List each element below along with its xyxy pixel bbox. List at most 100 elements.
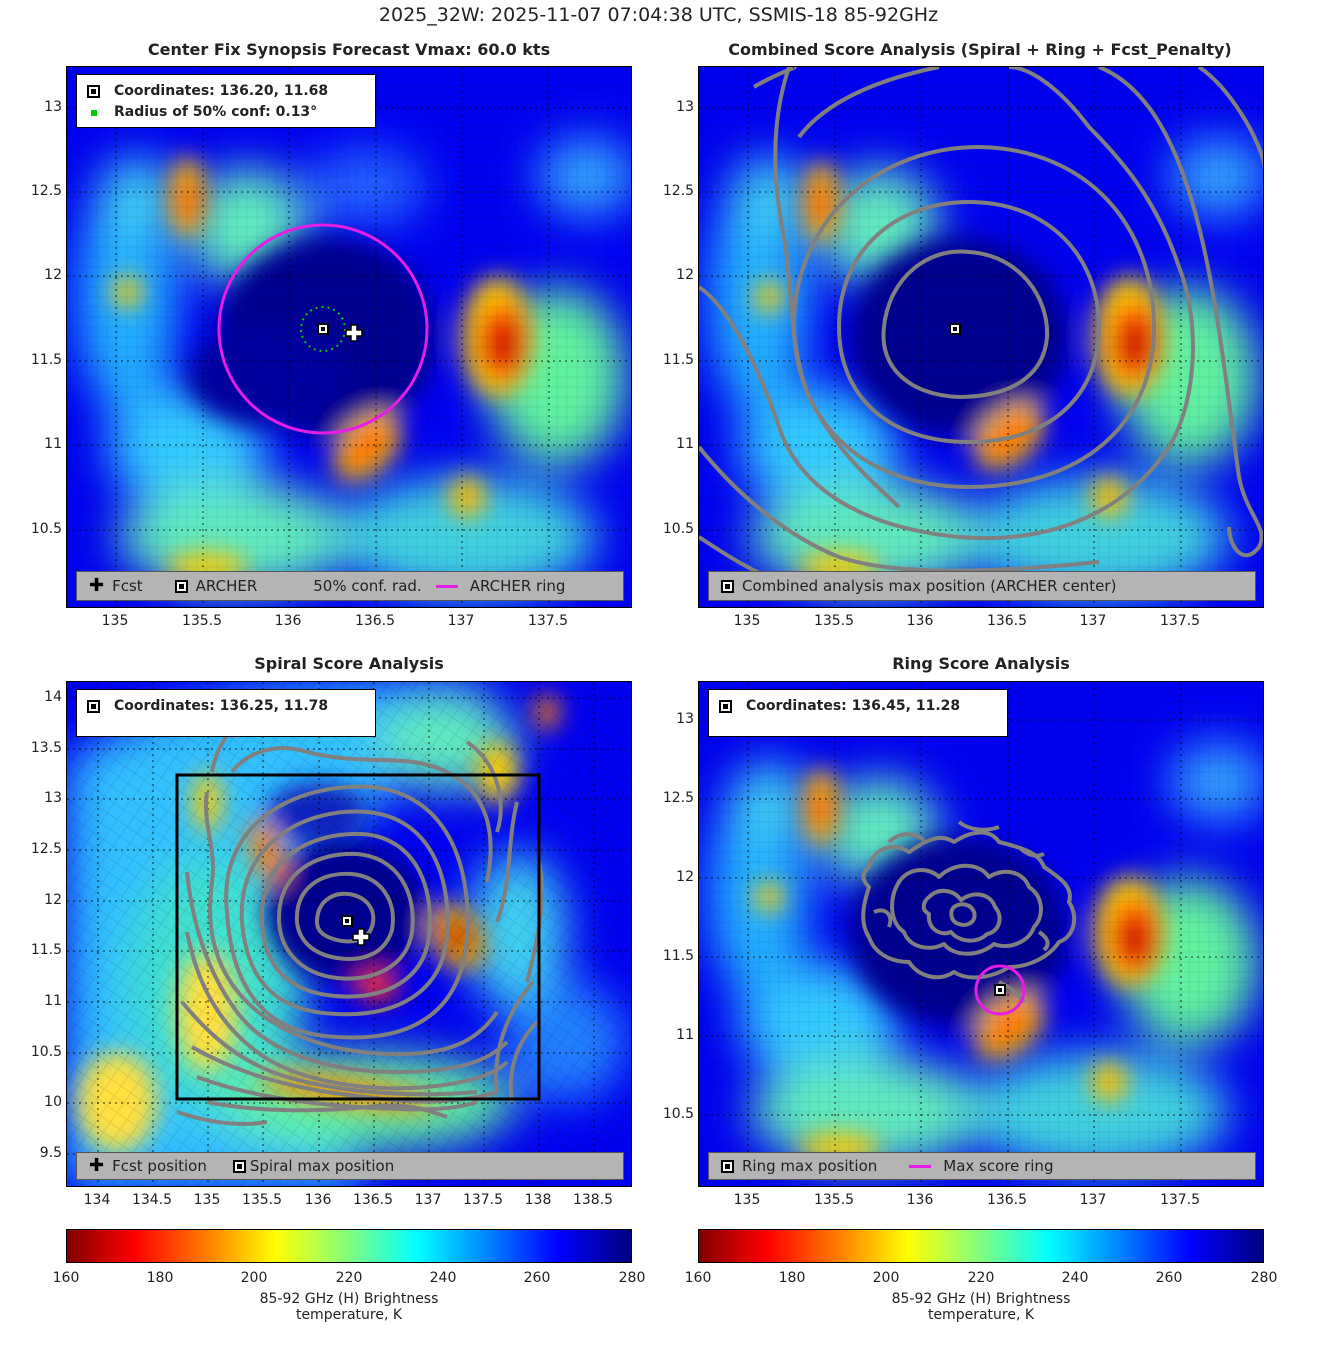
cb-left-tick-240: 240: [429, 1270, 457, 1286]
forecast-position-marker: [345, 324, 363, 342]
ring-max-square-icon: [721, 1159, 734, 1173]
p1-xtick-136-5: 136.5: [354, 613, 396, 629]
p3-ytick-14: 14: [44, 689, 62, 705]
ring-score-heatmap: [699, 682, 1263, 1186]
cb-right-tick-260: 260: [1155, 1270, 1183, 1286]
p4-xtick-137: 137: [1079, 1192, 1107, 1208]
p4-ytick-12: 12: [676, 869, 694, 885]
confidence-radius-circle: [300, 306, 346, 352]
p3-ytick-9-5: 9.5: [39, 1145, 62, 1161]
legend-spiral-max: Spiral max position: [249, 1157, 395, 1175]
p2-ytick-13: 13: [676, 99, 694, 115]
p1-xtick-137: 137: [447, 613, 475, 629]
p4-xtick-137-5: 137.5: [1159, 1192, 1201, 1208]
spiral-square-icon: [87, 700, 100, 713]
radius-text: Radius of 50% conf: 0.13°: [114, 104, 318, 120]
p3-xtick-134-5: 134.5: [131, 1192, 173, 1208]
legend-archer: ARCHER: [195, 577, 258, 595]
spiral-forecast-marker: [352, 928, 370, 946]
cb-right-tick-160: 160: [684, 1270, 712, 1286]
p2-xtick-136: 136: [906, 613, 934, 629]
p3-xtick-136-5: 136.5: [352, 1192, 394, 1208]
panel-title-combined: Combined Score Analysis (Spiral + Ring +…: [728, 40, 1232, 59]
archer-ring: [217, 223, 429, 435]
spiral-score-contours: [176, 710, 544, 1126]
ring-score-contours: [861, 820, 1077, 1004]
p1-xtick-137-5: 137.5: [527, 613, 569, 629]
p2-ytick-11-5: 11.5: [662, 352, 694, 368]
p1-xtick-135: 135: [101, 613, 129, 629]
panel-title-ring: Ring Score Analysis: [892, 654, 1070, 673]
p2-xtick-135-5: 135.5: [813, 613, 855, 629]
cb-right-tick-180: 180: [778, 1270, 806, 1286]
p3-xtick-137: 137: [414, 1192, 442, 1208]
cb-left-tick-220: 220: [335, 1270, 363, 1286]
p1-ytick-12: 12: [44, 267, 62, 283]
combined-score-heatmap: [699, 67, 1263, 607]
spiral-coordinates-text: Coordinates: 136.25, 11.78: [114, 698, 329, 714]
colorbar-right-label: 85-92 GHz (H) Brightness temperature, K: [891, 1291, 1071, 1323]
colorbar-left-label: 85-92 GHz (H) Brightness temperature, K: [259, 1291, 439, 1323]
legend-archer-ring: ARCHER ring: [469, 577, 566, 595]
cb-right-tick-240: 240: [1061, 1270, 1089, 1286]
cb-right-tick-220: 220: [967, 1270, 995, 1286]
ring-score-plot[interactable]: Coordinates: 136.45, 11.28 Ring max posi…: [698, 681, 1264, 1187]
cb-right-tick-200: 200: [872, 1270, 900, 1286]
p4-ytick-11-5: 11.5: [662, 948, 694, 964]
coordinates-text: Coordinates: 136.20, 11.68: [114, 83, 329, 99]
p3-ytick-13: 13: [44, 790, 62, 806]
p1-ytick-11-5: 11.5: [30, 352, 62, 368]
p4-ytick-10-5: 10.5: [662, 1106, 694, 1122]
p3-xtick-137-5: 137.5: [462, 1192, 504, 1208]
p3-xtick-138-5: 138.5: [572, 1192, 614, 1208]
spiral-score-heatmap: [67, 682, 631, 1186]
p2-ytick-10-5: 10.5: [662, 521, 694, 537]
legend-ring-max: Ring max position: [742, 1157, 878, 1175]
magenta-line-icon: [909, 1164, 932, 1168]
p3-xtick-134: 134: [83, 1192, 111, 1208]
p2-ytick-12-5: 12.5: [662, 183, 694, 199]
p1-ytick-13: 13: [44, 99, 62, 115]
p2-xtick-135: 135: [733, 613, 761, 629]
search-box: [175, 773, 541, 1101]
p1-ytick-11: 11: [44, 436, 62, 452]
p3-ytick-10-5: 10.5: [30, 1044, 62, 1060]
ring-coordinates-text: Coordinates: 136.45, 11.28: [746, 698, 961, 714]
p3-xtick-136: 136: [304, 1192, 332, 1208]
legend-conf-rad: 50% conf. rad.: [313, 577, 422, 595]
plus-icon: ✚: [89, 1155, 105, 1176]
spiral-legend: Coordinates: 136.25, 11.78: [76, 689, 376, 737]
p3-ytick-11: 11: [44, 993, 62, 1009]
center-fix-plot[interactable]: Coordinates: 136.20, 11.68 Radius of 50%…: [66, 66, 632, 608]
p3-xtick-135: 135: [193, 1192, 221, 1208]
max-position-square-icon: [721, 579, 734, 593]
combined-score-plot[interactable]: Combined analysis max position (ARCHER c…: [698, 66, 1264, 608]
center-fix-bottom-legend: ✚ Fcst ARCHER 50% conf. rad. ARCHER ring: [76, 571, 624, 601]
ring-square-icon: [719, 700, 732, 713]
cb-left-tick-160: 160: [52, 1270, 80, 1286]
plus-icon: ✚: [89, 575, 105, 596]
p3-ytick-13-5: 13.5: [30, 740, 62, 756]
legend-combined-max: Combined analysis max position (ARCHER c…: [742, 577, 1117, 595]
panel-title-center-fix: Center Fix Synopsis Forecast Vmax: 60.0 …: [147, 40, 551, 59]
p1-ytick-10-5: 10.5: [30, 521, 62, 537]
p4-xtick-135-5: 135.5: [813, 1192, 855, 1208]
archer-square-icon: [174, 579, 188, 593]
ring-bottom-legend: Ring max position Max score ring: [708, 1152, 1256, 1180]
spiral-max-square-icon: [232, 1159, 246, 1173]
spiral-bottom-legend: ✚ Fcst position Spiral max position: [76, 1152, 624, 1180]
p2-xtick-136-5: 136.5: [986, 613, 1028, 629]
p2-xtick-137: 137: [1079, 613, 1107, 629]
spiral-score-plot[interactable]: Coordinates: 136.25, 11.78 ✚ Fcst positio…: [66, 681, 632, 1187]
cb-left-tick-260: 260: [523, 1270, 551, 1286]
p1-xtick-135-5: 135.5: [181, 613, 223, 629]
magenta-line-icon: [435, 584, 458, 588]
p2-ytick-11: 11: [676, 436, 694, 452]
combined-score-contours: [699, 67, 1263, 594]
center-fix-legend: Coordinates: 136.20, 11.68 Radius of 50%…: [76, 74, 376, 128]
legend-max-score-ring: Max score ring: [943, 1157, 1054, 1175]
cb-left-tick-200: 200: [240, 1270, 268, 1286]
p3-ytick-10: 10: [44, 1094, 62, 1110]
p3-xtick-138: 138: [524, 1192, 552, 1208]
p3-ytick-11-5: 11.5: [30, 942, 62, 958]
